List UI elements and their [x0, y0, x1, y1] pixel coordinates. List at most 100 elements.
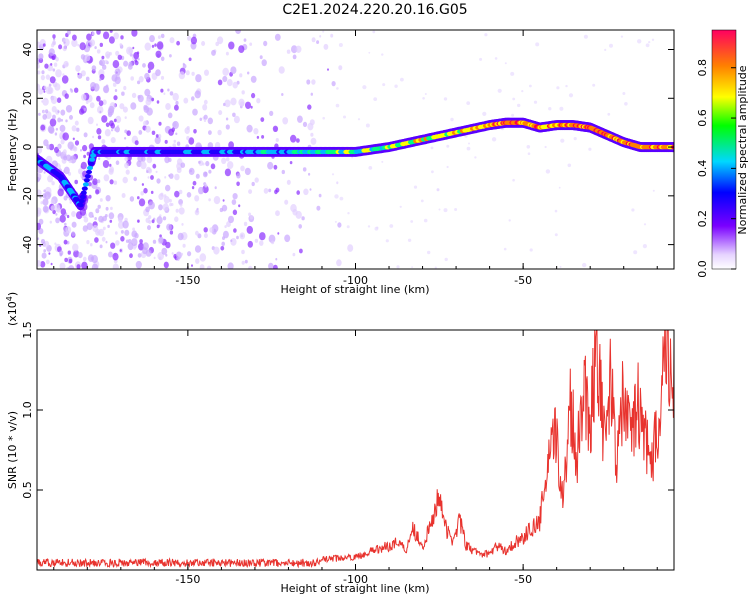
- spectrogram-y-axis: -40 -20 0 20 40: [21, 43, 674, 254]
- noise-blob: [37, 222, 41, 231]
- noise-blob: [336, 259, 342, 267]
- noise-blob: [512, 178, 515, 182]
- noise-blob: [51, 106, 57, 113]
- noise-blob: [41, 70, 45, 75]
- noise-blob: [302, 167, 307, 172]
- noise-blob: [63, 60, 69, 68]
- noise-blob: [46, 144, 51, 150]
- noise-blob: [357, 118, 361, 121]
- noise-blob: [217, 79, 223, 86]
- noise-blob: [338, 43, 343, 47]
- colorbar-tick-label: 0.6: [696, 109, 709, 127]
- noise-blob: [436, 188, 440, 192]
- noise-blob: [138, 198, 146, 207]
- noise-blob: [529, 84, 532, 88]
- noise-blob: [158, 121, 162, 126]
- noise-blob: [604, 48, 607, 52]
- noise-blob: [263, 40, 268, 47]
- spectrogram-ridge: [37, 117, 674, 211]
- noise-blob: [137, 94, 144, 103]
- noise-blob: [94, 237, 99, 243]
- noise-blob: [125, 169, 130, 175]
- noise-blob: [290, 134, 297, 143]
- noise-blob: [427, 250, 431, 255]
- noise-blob: [152, 239, 157, 244]
- noise-blob: [275, 138, 279, 142]
- noise-blob: [560, 138, 565, 143]
- ridge-core: [90, 153, 97, 158]
- ridge-core: [89, 157, 96, 162]
- noise-blob: [115, 50, 120, 56]
- noise-blob: [65, 105, 73, 113]
- noise-blob: [75, 65, 81, 72]
- noise-blob: [204, 69, 209, 76]
- noise-blob: [131, 238, 138, 247]
- noise-blob: [154, 43, 157, 47]
- noise-blob: [54, 146, 59, 153]
- noise-blob: [97, 135, 102, 140]
- noise-blob: [210, 163, 216, 170]
- ridge-core: [83, 178, 90, 183]
- noise-blob: [52, 209, 56, 215]
- noise-blob: [64, 222, 67, 226]
- noise-blob: [117, 54, 123, 60]
- noise-blob: [335, 103, 340, 108]
- noise-blob: [42, 43, 46, 47]
- ridge-core: [84, 174, 91, 179]
- noise-blob: [573, 137, 577, 141]
- noise-blob: [284, 234, 291, 243]
- noise-blob: [187, 35, 191, 41]
- noise-blob: [268, 262, 274, 269]
- noise-blob: [203, 114, 208, 120]
- noise-blob: [178, 207, 185, 215]
- noise-blob: [40, 238, 46, 245]
- noise-blob: [85, 76, 90, 82]
- noise-blob: [203, 227, 208, 233]
- noise-blob: [233, 228, 237, 233]
- noise-blob: [47, 175, 54, 183]
- noise-blob: [66, 30, 71, 35]
- noise-blob: [159, 234, 162, 238]
- noise-blob: [42, 205, 49, 213]
- noise-blob: [122, 176, 128, 184]
- noise-blob: [91, 31, 95, 36]
- noise-blob: [43, 189, 46, 193]
- noise-blob: [140, 191, 144, 196]
- snr-series-line: [37, 330, 674, 569]
- noise-blob: [267, 161, 274, 170]
- noise-blob: [347, 212, 350, 215]
- noise-blob: [188, 137, 195, 145]
- noise-blob: [533, 100, 538, 104]
- noise-blob: [222, 199, 225, 202]
- noise-blob: [52, 68, 56, 72]
- noise-blob: [110, 242, 116, 249]
- ridge-core: [88, 161, 94, 166]
- noise-blob: [67, 141, 74, 150]
- noise-blob: [175, 251, 182, 260]
- noise-blob: [90, 243, 93, 247]
- noise-blob: [178, 199, 184, 205]
- noise-blob: [165, 253, 168, 257]
- noise-blob: [381, 160, 384, 163]
- noise-blob: [225, 157, 230, 162]
- noise-blob: [38, 88, 44, 95]
- noise-blob: [223, 102, 226, 107]
- noise-blob: [71, 231, 76, 237]
- noise-blob: [214, 186, 217, 190]
- noise-blob: [69, 115, 73, 120]
- noise-blob: [42, 97, 49, 106]
- noise-blob: [150, 190, 154, 194]
- noise-blob: [645, 43, 650, 48]
- noise-blob: [130, 102, 137, 110]
- noise-blob: [239, 73, 243, 78]
- colorbar-tick-label: 0.8: [696, 59, 709, 77]
- noise-blob: [256, 98, 261, 104]
- noise-blob: [178, 189, 183, 195]
- noise-blob: [142, 247, 148, 255]
- y-tick-label: 40: [21, 43, 34, 57]
- noise-blob: [338, 65, 343, 71]
- noise-blob: [336, 87, 339, 90]
- noise-blob: [511, 113, 515, 117]
- noise-blob: [98, 215, 104, 223]
